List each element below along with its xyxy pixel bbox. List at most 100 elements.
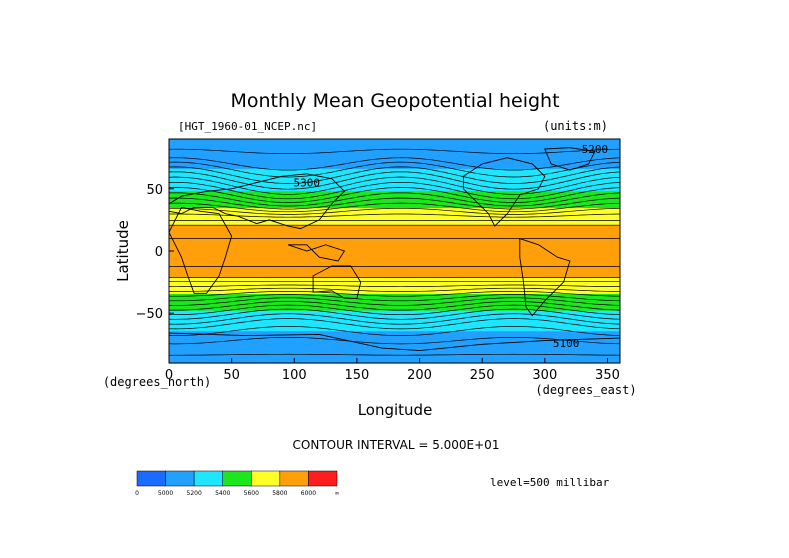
contour-line [169,213,621,218]
contour-band [169,258,620,261]
contour-line [168,187,621,203]
contour-band [169,163,620,166]
contour-band [169,247,620,250]
contour-band [169,351,620,355]
contour-band [169,252,620,256]
contour-band [169,168,620,172]
contour-line [168,197,621,210]
contour-line [169,301,621,311]
contour-band [169,273,620,276]
colorbar-tick-label: 5600 [244,490,259,497]
contour-band [169,234,620,237]
contour-band [169,361,620,364]
contour-band [169,236,620,239]
contour-band [169,202,620,205]
contour-band [169,292,620,295]
contour-line [168,318,621,330]
contour-band [169,174,620,177]
contour-band [169,325,620,329]
colorbar-swatch [136,470,166,487]
colorbar-tick-label: 5000 [158,490,173,497]
coastline [168,332,621,352]
contour-line [169,294,621,302]
y-axis-ticks: −50 0 50 [136,183,174,322]
contour-band [169,355,620,358]
contour-band [169,140,620,144]
contour-band [169,301,620,304]
contour-line [169,297,621,306]
contour-line [169,207,621,215]
contour-band [169,148,620,151]
contour-band [169,189,620,192]
contour-band [169,224,620,228]
colorbar-tick-label: 5200 [187,490,202,497]
contour-band [169,312,620,316]
contour-band [169,142,620,146]
contour-band [169,217,620,220]
contour-band [169,245,620,248]
colorbar-tick-label: 5400 [215,490,230,497]
coastline [168,206,233,294]
contour-band [169,349,620,353]
contour-band [169,139,620,142]
contour-band [169,206,620,209]
contour-band [169,280,620,284]
contour-band [169,232,620,235]
contour-label: 5100 [553,337,580,350]
contour-line [168,336,621,345]
contour-band [169,329,620,332]
contour-band [169,185,620,189]
contour-band [169,264,620,267]
contour-band [169,208,620,211]
contour-band [169,256,620,260]
contour-band [169,321,620,325]
colorbar-swatch [193,470,223,487]
contour-line [168,192,621,207]
x-unit-label: (degrees_east) [535,383,636,397]
x-tick-label: 0 [165,368,173,383]
contour-band [169,267,620,271]
contour-interval-label: CONTOUR INTERVAL = 5.000E+01 [293,438,500,452]
contour-band [169,180,620,183]
contour-band [169,279,620,282]
contour-band [169,297,620,301]
coastline [462,157,546,227]
colorbar-labels: 0 5000 5200 5400 5600 5800 6000 ∞ [135,490,339,497]
contour-band [169,204,620,207]
contour-band [169,331,620,334]
coastlines [168,147,621,352]
colorbar-tick-label: 6000 [301,490,316,497]
contour-band [169,251,620,254]
y-tick-label: 0 [155,245,163,260]
contour-line [168,284,620,288]
contour-band [169,275,620,278]
contour-band [169,195,620,198]
contour-band [169,288,620,291]
contour-band [169,316,620,319]
contour-band [169,221,620,224]
contour-band [169,335,620,338]
contour-lines [168,148,621,356]
contour-band [169,346,620,349]
contour-band [169,144,620,148]
contour-band [169,314,620,317]
x-axis-ticks: 0 50 100 150 200 250 300 350 [165,358,620,383]
contour-band [169,176,620,179]
contour-band [169,226,620,230]
coastline [519,237,571,317]
coastline [312,265,362,299]
contour-band [169,150,620,153]
y-axis-title: Latitude [114,220,132,282]
contour-band [169,307,620,310]
y-tick-label: −50 [136,307,163,322]
y-unit-label: (degrees_north) [103,375,211,389]
x-tick-label: 100 [282,368,307,383]
contour-line [169,353,621,356]
contour-line [169,326,621,336]
units-label: (units:m) [543,119,608,133]
plot-area: 5200 5300 5100 [168,138,621,364]
contour-band [169,359,620,362]
contour-band [169,187,620,190]
colorbar-tick-label: 0 [135,490,139,497]
contour-line [168,176,621,195]
